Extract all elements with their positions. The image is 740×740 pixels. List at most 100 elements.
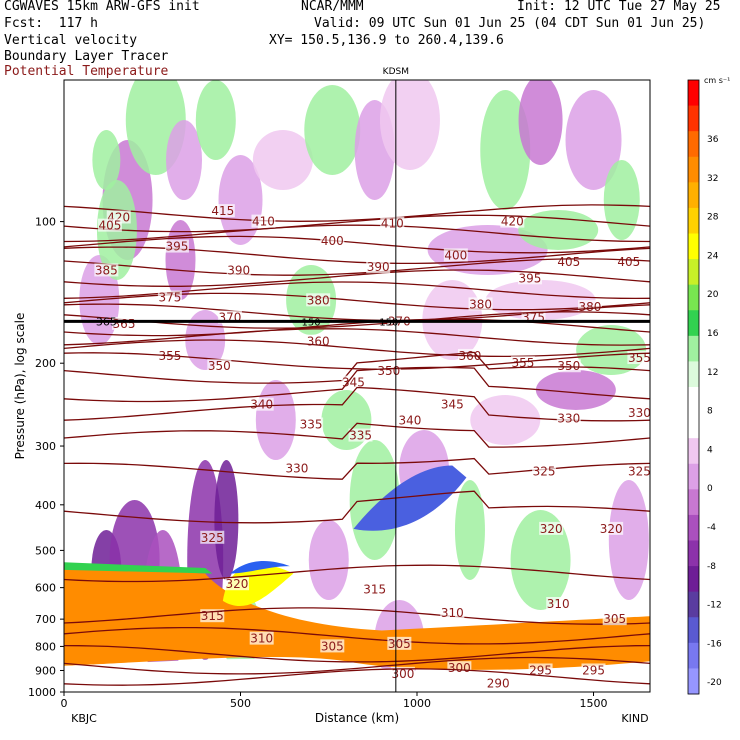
colorbar-label: -20 <box>707 678 722 688</box>
theta-label: 405 <box>617 255 640 269</box>
theta-label: 320 <box>226 577 249 591</box>
colorbar-label: 12 <box>707 368 718 378</box>
colorbar-swatch <box>688 387 699 414</box>
colorbar-swatch <box>688 438 699 465</box>
theta-label: 335 <box>349 429 372 443</box>
colorbar-swatch <box>688 642 699 669</box>
x-axis-title: Distance (km) <box>315 711 399 725</box>
y-axis-title: Pressure (hPa), log scale <box>13 313 27 460</box>
velocity-blob <box>565 90 622 190</box>
colorbar-label: 36 <box>707 135 719 145</box>
velocity-blob <box>195 80 236 160</box>
cross-section-endpoints: XY= 150.5,136.9 to 260.4,139.6 <box>269 33 504 48</box>
theta-label: 350 <box>377 364 400 378</box>
theta-label: 310 <box>547 597 570 611</box>
theta-label: 400 <box>444 248 467 262</box>
colorbar-swatch <box>688 412 699 439</box>
org-label: NCAR/MMM <box>301 0 364 14</box>
colorbar-swatch <box>688 540 699 567</box>
theta-label: 310 <box>250 632 273 646</box>
colorbar-swatch <box>688 668 699 695</box>
theta-label: 295 <box>582 663 605 677</box>
velocity-blob <box>308 520 349 600</box>
velocity-blob <box>454 480 485 580</box>
colorbar-label: 32 <box>707 174 718 184</box>
theta-contour-350 <box>64 352 650 370</box>
model-title: CGWAVES 15km ARW-GFS init <box>4 0 200 14</box>
colorbar-frame <box>687 79 700 695</box>
theta-label: 325 <box>201 531 224 545</box>
velocity-blob <box>480 90 531 210</box>
x-start-label: KBJC <box>71 712 97 725</box>
theta-label: 345 <box>441 398 464 412</box>
pbl-tracer-peak <box>222 564 294 606</box>
y-tick-label: 900 <box>35 664 56 677</box>
theta-label: 350 <box>208 359 231 373</box>
theta-contour-410 <box>64 224 650 243</box>
theta-label: 405 <box>98 219 121 233</box>
colorbar-swatch <box>688 131 699 158</box>
theta-label: 400 <box>321 234 344 248</box>
colorbar-label: 8 <box>707 407 713 417</box>
theta-label: 290 <box>487 677 510 691</box>
theta-label: 340 <box>398 414 421 428</box>
theta-contour-330 <box>64 422 650 448</box>
theta-label: 300 <box>448 661 471 675</box>
colorbar-swatch <box>688 233 699 260</box>
colorbar-label: 16 <box>707 329 719 339</box>
colorbar-label: -12 <box>707 601 722 611</box>
theta-contour-315 <box>64 564 650 583</box>
theta-contour-295 <box>64 656 650 675</box>
theta-contour-420 <box>64 204 650 222</box>
theta-contour-405 <box>64 235 650 254</box>
theta-label: 375 <box>158 291 181 305</box>
theta-contour-390 <box>64 269 650 287</box>
colorbar-swatch <box>688 259 699 286</box>
theta-contour-365 <box>64 318 650 337</box>
theta-label: 420 <box>501 215 524 229</box>
theta-label: 395 <box>166 240 189 254</box>
y-tick-label: 500 <box>35 544 56 557</box>
theta-label: 330 <box>286 462 309 476</box>
downdraft-region <box>353 465 467 531</box>
x-tick-label: 0 <box>61 697 68 710</box>
y-tick-label: 100 <box>35 216 56 229</box>
theta-label: 410 <box>252 215 275 229</box>
velocity-blob <box>92 130 121 190</box>
colorbar-swatch <box>688 156 699 183</box>
colorbar-label: 20 <box>707 290 719 300</box>
theta-label: 385 <box>95 263 118 277</box>
y-tick-label: 400 <box>35 499 56 512</box>
y-tick-label: 700 <box>35 613 56 626</box>
pbl-tracer-top <box>64 562 213 574</box>
x-end-label: KIND <box>621 712 648 725</box>
theta-label: 390 <box>367 260 390 274</box>
theta-label: 305 <box>321 639 344 653</box>
velocity-blob <box>518 210 599 250</box>
y-tick-label: 1000 <box>28 686 56 699</box>
theta-label: 405 <box>557 255 580 269</box>
theta-label: 345 <box>342 376 365 390</box>
theta-contour-395 <box>64 258 650 276</box>
theta-label: 415 <box>211 204 234 218</box>
velocity-blob <box>518 80 563 165</box>
theta-label: 390 <box>227 263 250 277</box>
x-tick-label: 1000 <box>403 697 431 710</box>
plot-frame <box>63 79 651 693</box>
theta-label: 300 <box>391 667 414 681</box>
colorbar-label: -8 <box>707 562 716 572</box>
theta-label: 295 <box>529 663 552 677</box>
theta-contour-340 <box>64 366 650 403</box>
colorbar-swatch <box>688 182 699 209</box>
theta-contour-305 <box>64 626 650 645</box>
y-tick-label: 300 <box>35 440 56 453</box>
pbl-tracer-edge <box>229 561 290 574</box>
theta-label: 305 <box>388 637 411 651</box>
velocity-blob <box>255 380 296 460</box>
theta-label: 340 <box>250 398 273 412</box>
theta-label: 380 <box>579 300 602 314</box>
velocity-blob <box>510 510 571 610</box>
colorbar-label: -16 <box>707 639 722 649</box>
theta-label: 315 <box>363 582 386 596</box>
